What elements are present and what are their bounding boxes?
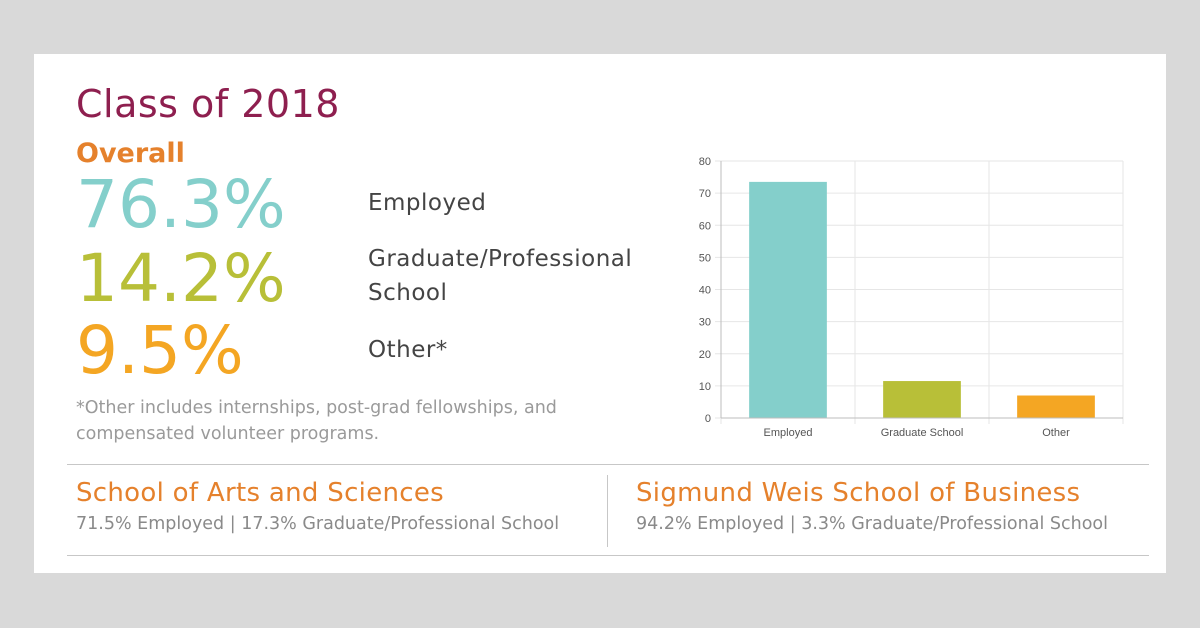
graduate-label-line1: Graduate/Professional — [368, 246, 633, 272]
employed-percent: 76.3% — [76, 166, 286, 243]
x-tick-label: Graduate School — [881, 427, 964, 439]
employed-label: Employed — [368, 190, 487, 216]
y-tick-label: 80 — [699, 156, 711, 168]
school-business-name: Sigmund Weis School of Business — [636, 478, 1081, 508]
y-tick-label: 30 — [699, 317, 711, 329]
y-tick-label: 70 — [699, 188, 711, 200]
bar-employed — [749, 181, 827, 418]
footnote-line2: compensated volunteer programs. — [76, 424, 380, 444]
x-tick-label: Employed — [764, 427, 813, 439]
outcomes-bar-chart: 0 10 20 30 40 50 60 70 80 Employed Graduate School… — [699, 156, 1124, 439]
graduate-percent: 14.2% — [76, 240, 286, 317]
page-title: Class of 2018 — [76, 82, 340, 126]
y-tick-label: 60 — [699, 220, 711, 232]
y-tick-label: 0 — [705, 413, 711, 425]
divider-bottom — [67, 555, 1149, 556]
y-tick-label: 10 — [699, 381, 711, 393]
footnote: *Other includes internships, post-grad f… — [76, 395, 636, 447]
other-percent: 9.5% — [76, 312, 244, 389]
x-tick-label: Other — [1042, 427, 1070, 439]
y-tick-label: 50 — [699, 252, 711, 264]
y-tick-label: 40 — [699, 285, 711, 297]
y-tick-label: 20 — [699, 349, 711, 361]
graduate-label-line2: School — [368, 280, 448, 306]
bar-graduate-school — [883, 381, 961, 418]
divider-middle — [607, 475, 608, 547]
overall-heading: Overall — [76, 138, 185, 169]
school-arts-sciences-name: School of Arts and Sciences — [76, 478, 444, 508]
divider-top — [67, 464, 1149, 465]
infographic-card — [34, 54, 1166, 573]
other-label: Other* — [368, 337, 448, 363]
school-business-stats: 94.2% Employed | 3.3% Graduate/Professio… — [636, 514, 1108, 534]
bar-other — [1017, 395, 1095, 418]
school-arts-sciences-stats: 71.5% Employed | 17.3% Graduate/Professi… — [76, 514, 560, 534]
footnote-line1: *Other includes internships, post-grad f… — [76, 398, 557, 418]
